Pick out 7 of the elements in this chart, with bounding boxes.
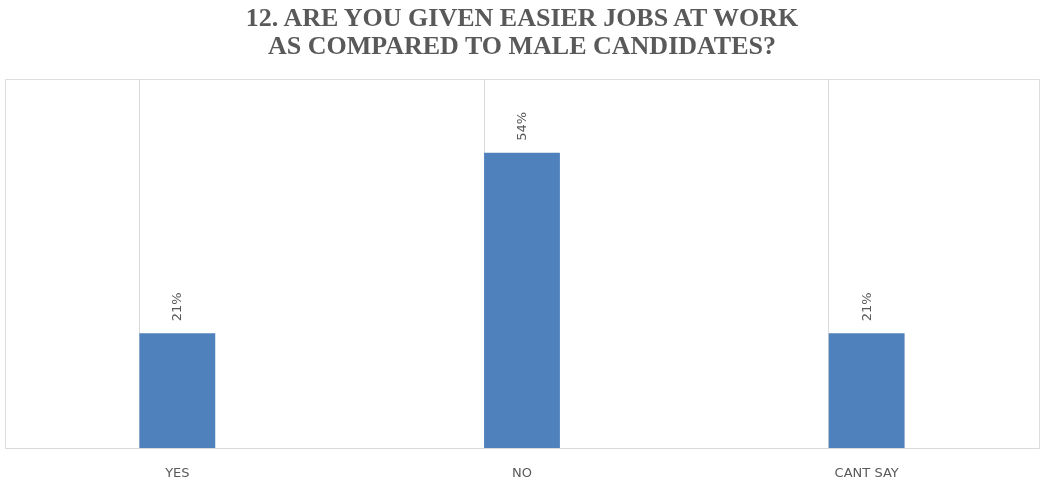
chart-title: 12. ARE YOU GIVEN EASIER JOBS AT WORK AS COMPARED TO MALE CANDIDATES? xyxy=(245,3,799,60)
x-tick-label: CANT SAY xyxy=(834,464,899,480)
x-tick-label: NO xyxy=(512,464,532,480)
x-tick-label: YES xyxy=(164,464,190,480)
data-label: 21% xyxy=(858,292,874,322)
data-label: 54% xyxy=(514,111,529,141)
data-label: 21% xyxy=(169,292,185,322)
